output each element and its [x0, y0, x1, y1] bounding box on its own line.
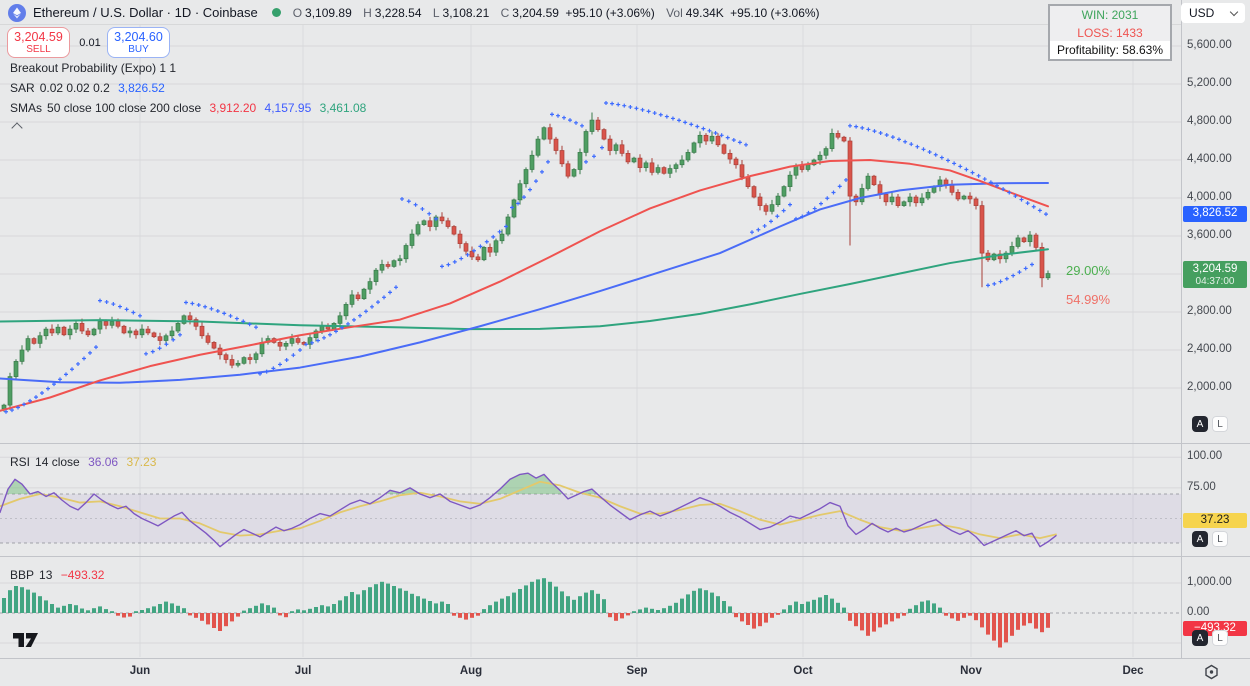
log-scale-button[interactable]: L: [1212, 416, 1228, 432]
rsi-pane: [0, 472, 1057, 548]
rsi-tick: 100.00: [1187, 450, 1223, 463]
volume-change: +95.10 (+3.06%): [730, 5, 820, 20]
month-label-aug[interactable]: Aug: [459, 665, 483, 677]
settings-gear-icon[interactable]: [1203, 664, 1220, 681]
tradingview-logo-icon[interactable]: [13, 631, 40, 649]
price-tick: 4,800.00: [1187, 115, 1232, 127]
time-axis-separator: [0, 658, 1250, 659]
auto-scale-button[interactable]: A: [1192, 531, 1208, 547]
price-tick: 4,400.00: [1187, 153, 1232, 165]
month-label-jun[interactable]: Jun: [129, 665, 151, 677]
change-value: +95.10 (+3.06%): [565, 5, 655, 20]
symbol-header: Ethereum / U.S. Dollar · 1D · Coinbase O…: [8, 3, 823, 22]
sma100-value: 4,157.95: [264, 101, 312, 115]
month-label-oct[interactable]: Oct: [793, 665, 813, 677]
probability-down-label: 54.99%: [1066, 292, 1111, 307]
price-tick: 4,000.00: [1187, 191, 1232, 203]
high-value: 3,228.54: [374, 5, 422, 20]
month-label-sep[interactable]: Sep: [626, 665, 648, 677]
close-value: 3,204.59: [512, 5, 559, 20]
sar-current-value: 3,826.52: [118, 81, 165, 95]
legend-sar[interactable]: SAR 0.02 0.02 0.2 3,826.52: [10, 81, 165, 95]
currency-selector[interactable]: USD: [1181, 3, 1245, 23]
log-scale-button[interactable]: L: [1212, 531, 1228, 547]
sar-price-badge: 3,826.52: [1183, 206, 1247, 223]
bbp-pane: [2, 578, 1050, 648]
price-tick: 3,600.00: [1187, 229, 1232, 241]
price-tick: 2,000.00: [1187, 381, 1232, 393]
bbp-tick: 1,000.00: [1187, 576, 1232, 588]
month-label-jul[interactable]: Jul: [294, 665, 312, 677]
legend-breakout-probability[interactable]: Breakout Probability (Expo) 1 1: [10, 61, 177, 75]
price-tick: 2,800.00: [1187, 305, 1232, 317]
price-tick: 5,600.00: [1187, 39, 1232, 51]
month-label-dec[interactable]: Dec: [1122, 665, 1144, 677]
open-value: 3,109.89: [305, 5, 352, 20]
month-label-nov[interactable]: Nov: [960, 665, 982, 677]
header-divider: [0, 24, 1181, 25]
log-scale-button[interactable]: L: [1212, 630, 1228, 646]
market-status-icon: [271, 8, 281, 17]
rsi-ma-badge: 37.23: [1183, 513, 1247, 528]
pane-separator-rsi-bbp[interactable]: [0, 556, 1250, 557]
sma50-value: 3,912.20: [209, 101, 257, 115]
win-count: WIN: 2031: [1081, 7, 1139, 22]
main-price-pane: [0, 101, 1051, 414]
bbp-value: −493.32: [60, 568, 105, 582]
ohlc-readout: O 3,109.89 H 3,228.54 L 3,108.21 C 3,204.59 …: [292, 5, 820, 20]
legend-rsi[interactable]: RSI 14 close 36.06 37.23: [10, 455, 157, 469]
chevron-down-icon: [1229, 7, 1239, 16]
rsi-value: 36.06: [88, 455, 119, 469]
last-price-badge: 3,204.59 04:37:00: [1183, 260, 1247, 288]
buy-button[interactable]: 3,204.60 BUY: [107, 27, 170, 58]
spread-value: 0.01: [79, 37, 101, 49]
price-tick: 2,400.00: [1187, 343, 1232, 355]
auto-scale-button[interactable]: A: [1192, 630, 1208, 646]
rsi-tick: 75.00: [1187, 480, 1216, 493]
probability-up-label: 29.00%: [1066, 263, 1111, 278]
sma200-value: 3,461.08: [319, 101, 367, 115]
sar-dots-layer: [4, 101, 1048, 414]
sell-button[interactable]: 3,204.59 SELL: [7, 27, 70, 58]
low-value: 3,108.21: [442, 5, 490, 20]
candles-layer: [1, 112, 1051, 412]
win-loss-stats-box: WIN: 2031 LOSS: 1433 Profitability: 58.6…: [1048, 4, 1172, 61]
volume-value: 49.34K: [685, 5, 724, 20]
bbp-tick: 0.00: [1187, 606, 1210, 618]
legend-bbp[interactable]: BBP 13 −493.32: [10, 568, 105, 582]
last-price-value: 3,204.59: [1192, 262, 1238, 275]
currency-value: USD: [1189, 6, 1215, 20]
loss-count: LOSS: 1433: [1077, 25, 1143, 40]
rsi-ma-value: 37.23: [126, 455, 157, 469]
bar-countdown: 04:37:00: [1195, 276, 1235, 288]
price-axis-separator: [1181, 0, 1182, 658]
price-tick: 5,200.00: [1187, 77, 1232, 89]
sell-price: 3,204.59: [14, 29, 63, 44]
ethereum-logo-icon: [8, 3, 26, 22]
buy-price: 3,204.60: [114, 29, 163, 44]
symbol-title[interactable]: Ethereum / U.S. Dollar · 1D · Coinbase: [33, 5, 258, 20]
pane-separator-main-rsi[interactable]: [0, 443, 1250, 444]
profitability-value: Profitability: 58.63%: [1050, 41, 1170, 60]
auto-scale-button[interactable]: A: [1192, 416, 1208, 432]
legend-smas[interactable]: SMAs 50 close 100 close 200 close 3,912.2…: [10, 101, 367, 115]
